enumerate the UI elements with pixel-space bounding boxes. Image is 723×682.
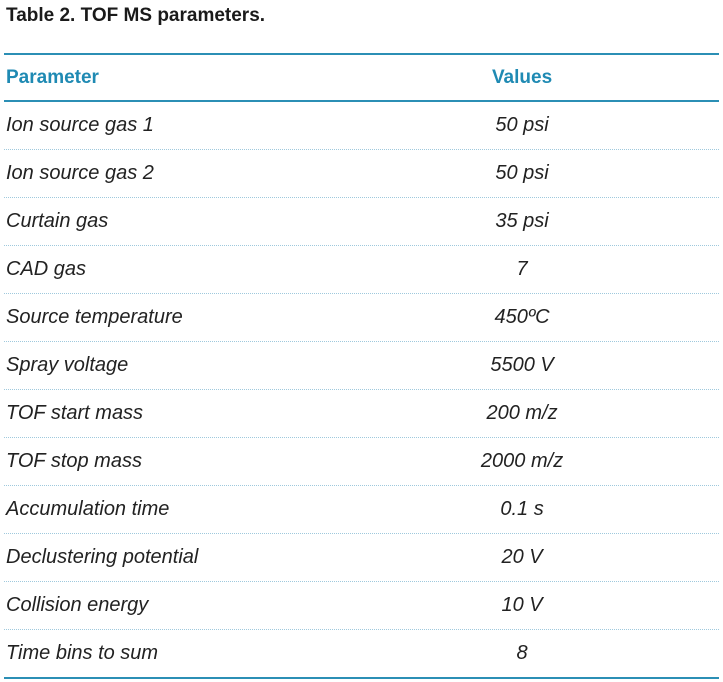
row-parameter: Spray voltage — [6, 354, 129, 376]
row-parameter: TOF start mass — [6, 402, 144, 424]
table-row: TOF stop mass 2000 m/z — [4, 438, 719, 486]
table-row: Spray voltage 5500 V — [4, 342, 719, 390]
table-row: Accumulation time 0.1 s — [4, 486, 719, 534]
table-row: Ion source gas 1 50 psi — [4, 102, 719, 150]
row-value: 20 V — [501, 546, 543, 568]
row-parameter: Accumulation time — [6, 498, 170, 520]
row-parameter: Time bins to sum — [6, 642, 159, 664]
table-row: Declustering potential 20 V — [4, 534, 719, 582]
row-value: 7 — [516, 258, 528, 280]
header-values: Values — [491, 66, 553, 88]
row-parameter: Ion source gas 2 — [6, 162, 154, 184]
row-value: 2000 m/z — [480, 450, 564, 472]
table-caption: Table 2. TOF MS parameters. — [6, 5, 266, 26]
header-parameter: Parameter — [6, 66, 99, 88]
table-row: Ion source gas 2 50 psi — [4, 150, 719, 198]
row-parameter: Source temperature — [6, 306, 183, 328]
row-parameter: Ion source gas 1 — [6, 114, 154, 136]
table-header-row: Parameter Values — [4, 55, 719, 102]
row-value: 50 psi — [495, 114, 549, 136]
row-parameter: TOF stop mass — [6, 450, 142, 472]
row-parameter: CAD gas — [6, 258, 87, 280]
row-parameter: Declustering potential — [6, 546, 199, 568]
table-row: Collision energy 10 V — [4, 582, 719, 630]
row-parameter: Curtain gas — [6, 210, 109, 232]
row-value: 50 psi — [495, 162, 549, 184]
row-value: 8 — [516, 642, 528, 664]
table-row: Curtain gas 35 psi — [4, 198, 719, 246]
row-parameter: Collision energy — [6, 594, 149, 616]
table-row: Source temperature 450ºC — [4, 294, 719, 342]
row-value: 450ºC — [494, 306, 550, 328]
table-top-rule — [4, 53, 719, 55]
row-value: 200 m/z — [486, 402, 558, 424]
row-value: 0.1 s — [500, 498, 544, 520]
table-row: CAD gas 7 — [4, 246, 719, 294]
table-row: TOF start mass 200 m/z — [4, 390, 719, 438]
table-row: Time bins to sum 8 — [4, 630, 719, 679]
row-value: 5500 V — [490, 354, 554, 376]
row-value: 35 psi — [495, 210, 549, 232]
parameters-table: Parameter Values Ion source gas 1 50 psi… — [4, 53, 719, 679]
row-value: 10 V — [501, 594, 543, 616]
